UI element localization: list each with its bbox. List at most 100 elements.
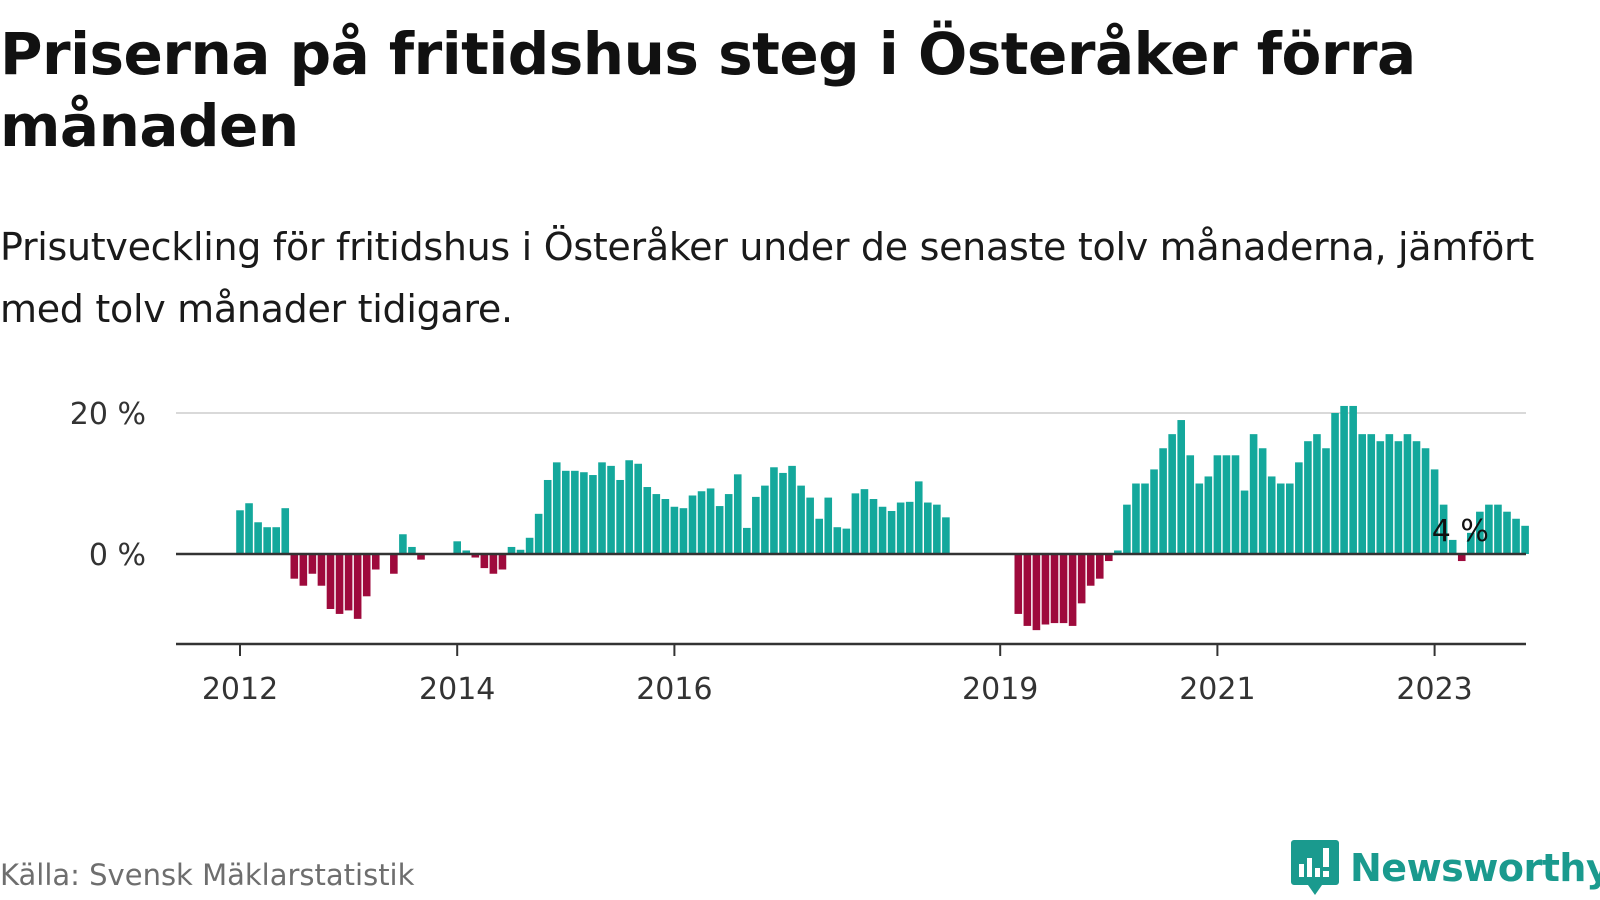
bar xyxy=(1141,483,1149,554)
bar xyxy=(480,554,489,569)
bar xyxy=(344,554,353,611)
x-tick-label: 2021 xyxy=(1179,672,1255,707)
bar xyxy=(1114,550,1122,554)
bar xyxy=(1132,483,1140,554)
bar xyxy=(1421,448,1430,554)
bar xyxy=(1286,483,1294,554)
bar xyxy=(543,479,552,554)
bar xyxy=(1340,405,1348,554)
bar xyxy=(607,465,615,555)
bar xyxy=(1276,483,1285,554)
bar xyxy=(733,474,742,554)
bar xyxy=(1168,434,1176,554)
bar xyxy=(1240,490,1249,554)
bar xyxy=(743,527,751,554)
bar xyxy=(1295,462,1303,554)
bar xyxy=(1105,554,1113,562)
bar xyxy=(1457,554,1466,562)
bar xyxy=(715,506,724,554)
axes xyxy=(176,552,1526,656)
bar xyxy=(679,508,688,554)
bar xyxy=(1222,455,1231,554)
bar xyxy=(1304,441,1312,554)
bar xyxy=(353,554,362,619)
bar xyxy=(842,528,851,554)
tick-labels: 20 % 0 % 2012 2014 2016 2019 2021 2023 4 % xyxy=(70,397,1489,707)
bar xyxy=(1086,554,1095,586)
bar xyxy=(752,496,760,554)
bar xyxy=(896,502,905,554)
x-tick-label: 2019 xyxy=(962,672,1038,707)
bar xyxy=(1476,511,1484,554)
bar xyxy=(489,554,498,574)
bar xyxy=(797,485,805,554)
bar xyxy=(887,511,896,554)
bar xyxy=(1394,441,1403,554)
bar xyxy=(1041,554,1050,625)
bar xyxy=(1403,434,1412,554)
bar xyxy=(670,506,679,554)
bar xyxy=(534,513,543,555)
bar xyxy=(1059,554,1068,624)
x-tick-label: 2016 xyxy=(636,672,712,707)
bar xyxy=(281,508,290,554)
bar xyxy=(878,506,887,554)
x-tick-label: 2023 xyxy=(1396,672,1472,707)
bar xyxy=(1123,504,1131,554)
bar xyxy=(851,493,860,554)
newsworthy-brand: Newsworthy xyxy=(1290,838,1600,898)
bar xyxy=(1267,476,1276,554)
bar xyxy=(308,554,317,574)
bar xyxy=(1367,434,1376,554)
bar xyxy=(1258,448,1267,554)
bar xyxy=(1430,469,1439,554)
bar xyxy=(616,479,624,554)
bar xyxy=(525,537,534,554)
bar xyxy=(245,503,253,554)
bar xyxy=(580,472,588,554)
bar xyxy=(236,510,244,554)
bar xyxy=(1385,434,1394,554)
bar xyxy=(1014,554,1023,614)
bar xyxy=(471,554,480,558)
chart-title: Priserna på fritidshus steg i Österåker … xyxy=(0,20,1416,160)
bar xyxy=(1521,525,1529,554)
bar xyxy=(1485,504,1493,554)
bar xyxy=(571,470,579,554)
bar xyxy=(335,554,344,614)
x-tick-label: 2012 xyxy=(202,672,278,707)
bar xyxy=(770,467,778,554)
bar xyxy=(824,497,833,554)
bar xyxy=(788,465,796,555)
bar xyxy=(1023,554,1032,626)
bar-chart: 20 % 0 % 2012 2014 2016 2019 2021 2023 4 % xyxy=(70,397,1529,707)
bar xyxy=(1068,554,1077,626)
bar xyxy=(263,527,271,554)
bar xyxy=(498,554,507,570)
bar xyxy=(598,462,606,554)
bar xyxy=(1313,434,1321,554)
bar xyxy=(761,485,769,554)
y-tick-label: 20 % xyxy=(70,397,146,432)
bar xyxy=(652,494,661,554)
bar xyxy=(1213,455,1222,554)
bar xyxy=(1494,504,1502,554)
chart-subtitle: Prisutveckling för fritidshus i Österåke… xyxy=(0,225,1534,331)
brand-name: Newsworthy xyxy=(1350,846,1600,890)
chart-speech-bubble-icon xyxy=(1291,840,1339,895)
bar xyxy=(1150,469,1158,554)
bar xyxy=(1159,448,1167,554)
bar xyxy=(833,527,842,554)
bar xyxy=(815,518,823,554)
bar xyxy=(1512,518,1520,554)
bar xyxy=(706,488,715,554)
bar xyxy=(1448,539,1457,554)
bar xyxy=(362,554,371,597)
bar xyxy=(317,554,326,586)
source-note: Källa: Svensk Mäklarstatistik xyxy=(0,858,415,892)
bar xyxy=(1358,434,1366,554)
bar xyxy=(390,554,398,574)
y-tick-label: 0 % xyxy=(89,538,146,573)
bar xyxy=(1177,420,1185,554)
bar xyxy=(779,472,787,555)
